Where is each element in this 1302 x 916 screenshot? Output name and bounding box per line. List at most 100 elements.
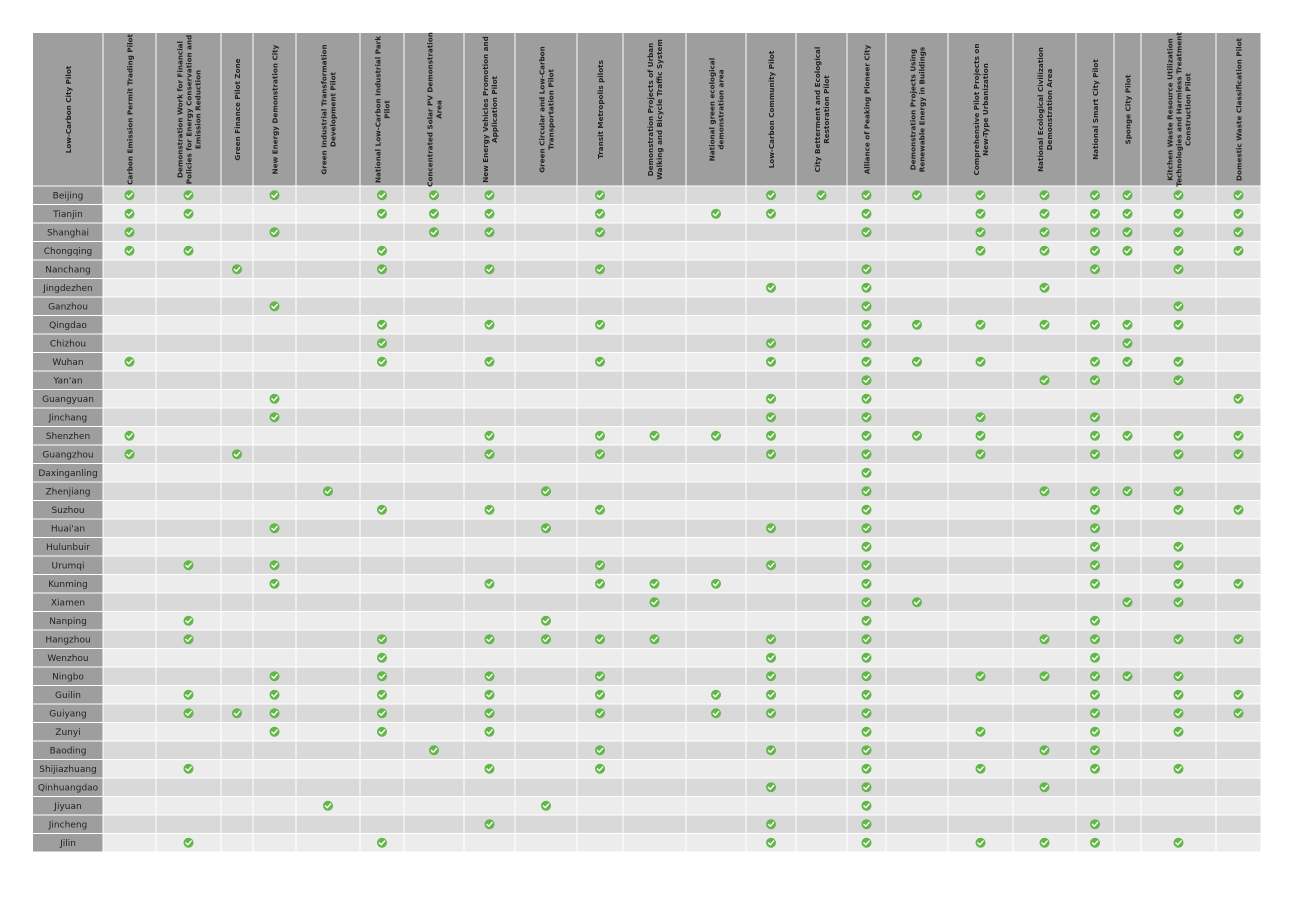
corner-header-label: Low-Carbon City PilotLow-Carbon City Pil…: [64, 65, 73, 153]
check-icon: [1233, 430, 1244, 441]
check-icon: [1173, 837, 1184, 848]
check-icon: [861, 208, 872, 219]
row-label: Zhenjiang: [45, 487, 90, 497]
row-label: Huai'an: [51, 524, 85, 534]
check-icon: [484, 504, 495, 515]
check-icon: [1173, 264, 1184, 275]
check-icon: [595, 227, 605, 238]
check-icon: [1090, 319, 1100, 330]
check-icon: [861, 393, 872, 404]
row-label: Yan'an: [52, 376, 82, 386]
check-icon: [1039, 634, 1050, 645]
column-header-text: Green Industrial TransformationDevelopme…: [320, 44, 338, 174]
column-header: National Ecological CivilizationDemonstr…: [1036, 47, 1054, 172]
check-icon: [649, 597, 660, 608]
check-icon: [484, 449, 495, 460]
check-icon: [323, 800, 333, 811]
row-label: Xiamen: [51, 598, 85, 608]
check-icon: [1090, 208, 1100, 219]
row-band: [33, 445, 1261, 464]
check-icon: [1039, 208, 1050, 219]
check-icon: [861, 504, 872, 515]
check-icon: [861, 652, 872, 663]
check-icon: [861, 689, 872, 700]
check-icon: [766, 819, 776, 830]
check-icon: [912, 430, 922, 441]
check-icon: [124, 356, 135, 367]
row-label: Qinhuangdao: [38, 783, 99, 793]
check-icon: [377, 671, 387, 682]
check-icon: [1090, 430, 1100, 441]
column-header-text: Green Finance Pilot Zone: [233, 58, 242, 160]
check-icon: [1173, 541, 1184, 552]
column-header-text: National green ecologicaldemonstration a…: [708, 58, 726, 161]
check-icon: [766, 208, 776, 219]
check-icon: [1173, 597, 1184, 608]
check-icon: [861, 541, 872, 552]
row-band: [33, 352, 1261, 371]
check-icon: [1122, 245, 1133, 256]
row-label: Jingdezhen: [42, 284, 93, 294]
check-icon: [1173, 301, 1184, 312]
check-icon: [1090, 745, 1100, 756]
check-icon: [861, 745, 872, 756]
check-icon: [269, 227, 280, 238]
check-icon: [1122, 597, 1133, 608]
check-icon: [377, 319, 387, 330]
check-icon: [541, 634, 551, 645]
check-icon: [1173, 634, 1184, 645]
check-icon: [1090, 652, 1100, 663]
check-icon: [377, 504, 387, 515]
check-icon: [232, 708, 242, 719]
check-icon: [1090, 689, 1100, 700]
check-icon: [429, 208, 439, 219]
check-icon: [1233, 208, 1244, 219]
check-icon: [1173, 578, 1184, 589]
check-icon: [975, 671, 986, 682]
row-band: [33, 519, 1261, 538]
check-icon: [1233, 393, 1244, 404]
check-icon: [1039, 245, 1050, 256]
check-icon: [1233, 578, 1244, 589]
check-icon: [975, 430, 986, 441]
column-header-text: City Betterment and EcologicalRestoratio…: [813, 47, 831, 173]
row-label: Nanping: [49, 617, 87, 627]
check-icon: [975, 449, 986, 460]
row-band: [33, 334, 1261, 353]
row-band: [33, 741, 1261, 760]
row-label: Jilin: [59, 839, 76, 849]
column-header: Low-Carbon Community PilotLow-Carbon Com…: [767, 50, 776, 168]
check-icon: [1173, 671, 1184, 682]
check-icon: [183, 708, 194, 719]
check-icon: [1173, 504, 1184, 515]
check-icon: [269, 671, 280, 682]
row-band: [33, 611, 1261, 630]
check-icon: [1090, 819, 1100, 830]
check-icon: [1090, 245, 1100, 256]
check-icon: [975, 356, 986, 367]
check-icon: [766, 634, 776, 645]
row-band: [33, 223, 1261, 242]
check-icon: [541, 486, 551, 497]
check-icon: [861, 763, 872, 774]
check-icon: [861, 338, 872, 349]
check-icon: [1039, 375, 1050, 386]
check-icon: [1090, 560, 1100, 571]
column-header: Alliance of Peaking Pioneer CityAlliance…: [863, 44, 872, 174]
column-header: Green Circular and Low-CarbonTransportat…: [538, 46, 556, 172]
check-icon: [269, 190, 280, 201]
row-label: Baoding: [50, 746, 87, 756]
check-icon: [1039, 671, 1050, 682]
row-label: Ningbo: [52, 672, 84, 682]
row-label: Zunyi: [55, 728, 80, 738]
check-icon: [484, 264, 495, 275]
check-icon: [1039, 745, 1050, 756]
column-header: Comprehensive Pilot Projects onNew-Type …: [972, 44, 990, 176]
check-icon: [766, 430, 776, 441]
check-icon: [1090, 578, 1100, 589]
check-icon: [595, 430, 605, 441]
row-band: [33, 630, 1261, 649]
column-header: Kitchen Waste Resource UtilizationTechno…: [1166, 32, 1193, 187]
column-header-text: Kitchen Waste Resource UtilizationTechno…: [1166, 32, 1193, 187]
check-icon: [1090, 523, 1100, 534]
